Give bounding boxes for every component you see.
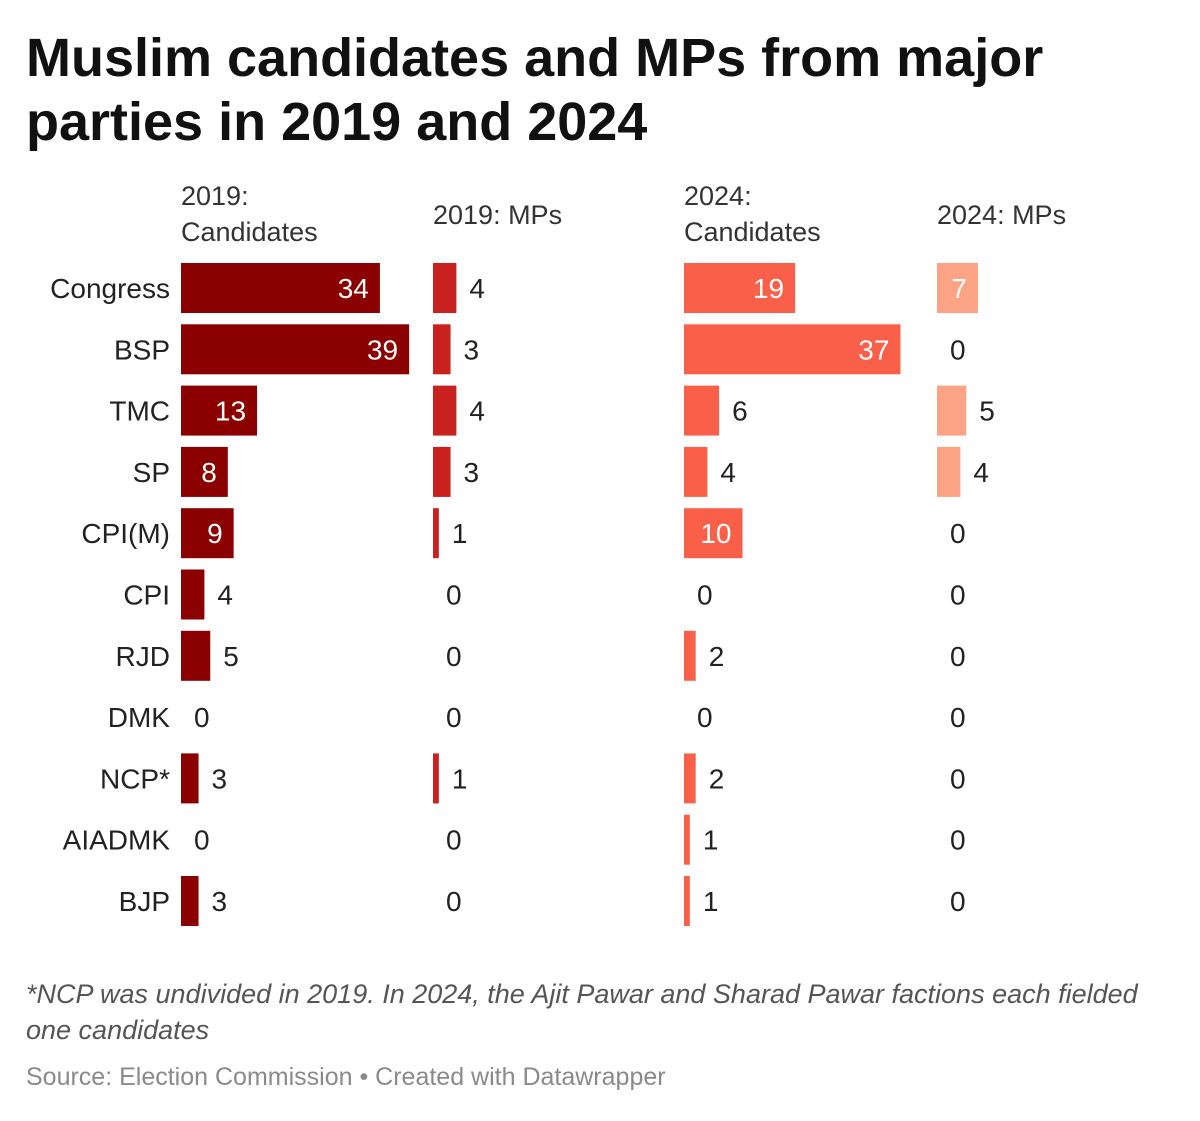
bar: [684, 814, 690, 865]
value-label: 0: [194, 702, 210, 733]
bar: [937, 446, 961, 497]
value-label: 13: [215, 396, 246, 427]
value-label: 4: [217, 580, 233, 611]
bar: [684, 876, 690, 926]
bar: [684, 263, 796, 313]
value-label: 8: [201, 457, 217, 488]
column-header: 2024: Candidates: [684, 181, 821, 247]
category-label: BJP: [119, 886, 170, 917]
value-label: 0: [950, 886, 966, 917]
bar: [937, 263, 978, 313]
value-label: 1: [452, 763, 468, 794]
column-header: 2019: Candidates: [181, 181, 318, 247]
category-label: BSP: [114, 334, 170, 365]
value-label: 0: [950, 763, 966, 794]
value-label: 4: [469, 273, 485, 304]
category-label: AIADMK: [63, 825, 171, 856]
value-label: 3: [212, 886, 228, 917]
value-label: 1: [703, 886, 719, 917]
bar: [937, 385, 967, 436]
footnote: *NCP was undivided in 2019. In 2024, the…: [26, 979, 1138, 1045]
value-label: 0: [697, 702, 713, 733]
column-header: 2024: MPs: [937, 200, 1066, 230]
bar: [684, 753, 696, 804]
bar: [684, 324, 901, 375]
bar: [433, 753, 439, 804]
value-label: 6: [732, 396, 748, 427]
category-label: TMC: [109, 396, 170, 427]
value-label: 0: [446, 641, 462, 672]
value-label: 4: [973, 457, 989, 488]
value-label: 3: [212, 763, 228, 794]
bar: [684, 446, 708, 497]
bar: [433, 263, 457, 313]
value-label: 0: [194, 825, 210, 856]
value-label: 0: [950, 580, 966, 611]
value-label: 3: [464, 457, 480, 488]
category-label: DMK: [108, 702, 171, 733]
bar: [181, 385, 258, 436]
value-label: 1: [703, 825, 719, 856]
value-label: 19: [753, 273, 784, 304]
value-label: 10: [700, 518, 731, 549]
bar: [684, 508, 743, 559]
category-label: NCP*: [100, 763, 170, 794]
value-label: 9: [207, 518, 223, 549]
bar: [181, 324, 410, 375]
chart-title: Muslim candidates and MPs from major par…: [26, 28, 1044, 152]
bar: [433, 324, 451, 375]
value-label: 34: [338, 273, 369, 304]
bar: [181, 508, 234, 559]
category-label: Congress: [50, 273, 170, 304]
value-label: 0: [950, 702, 966, 733]
bar: [181, 569, 205, 620]
category-label: RJD: [116, 641, 170, 672]
bar: [181, 263, 380, 313]
value-label: 0: [950, 518, 966, 549]
value-label: 0: [950, 641, 966, 672]
column-header: 2019: MPs: [433, 200, 562, 230]
value-label: 0: [446, 886, 462, 917]
bar-chart: 2019: Candidates 2019: MPs 2024: Candidates 2…: [50, 181, 1066, 926]
bar: [433, 385, 457, 436]
value-label: 39: [367, 334, 398, 365]
value-label: 5: [223, 641, 239, 672]
value-label: 5: [979, 396, 995, 427]
category-label: CPI(M): [81, 518, 170, 549]
value-label: 3: [464, 334, 480, 365]
bar: [181, 876, 199, 926]
value-label: 0: [950, 825, 966, 856]
value-label: 0: [446, 825, 462, 856]
bar: [684, 630, 696, 681]
value-label: 0: [950, 334, 966, 365]
bar: [684, 385, 720, 436]
bar: [433, 446, 451, 497]
value-label: 2: [709, 641, 725, 672]
value-label: 0: [446, 580, 462, 611]
value-label: 1: [452, 518, 468, 549]
value-label: 0: [697, 580, 713, 611]
value-label: 4: [720, 457, 736, 488]
bar: [181, 630, 211, 681]
source-line: Source: Election Commission • Created wi…: [26, 1063, 666, 1091]
bar: [181, 753, 199, 804]
bar: [433, 508, 439, 559]
category-label: SP: [133, 457, 170, 488]
value-label: 2: [709, 763, 725, 794]
value-label: 4: [469, 396, 485, 427]
value-label: 37: [858, 334, 889, 365]
bar: [181, 446, 228, 497]
value-label: 0: [446, 702, 462, 733]
category-label: CPI: [123, 580, 170, 611]
value-label: 7: [951, 273, 967, 304]
